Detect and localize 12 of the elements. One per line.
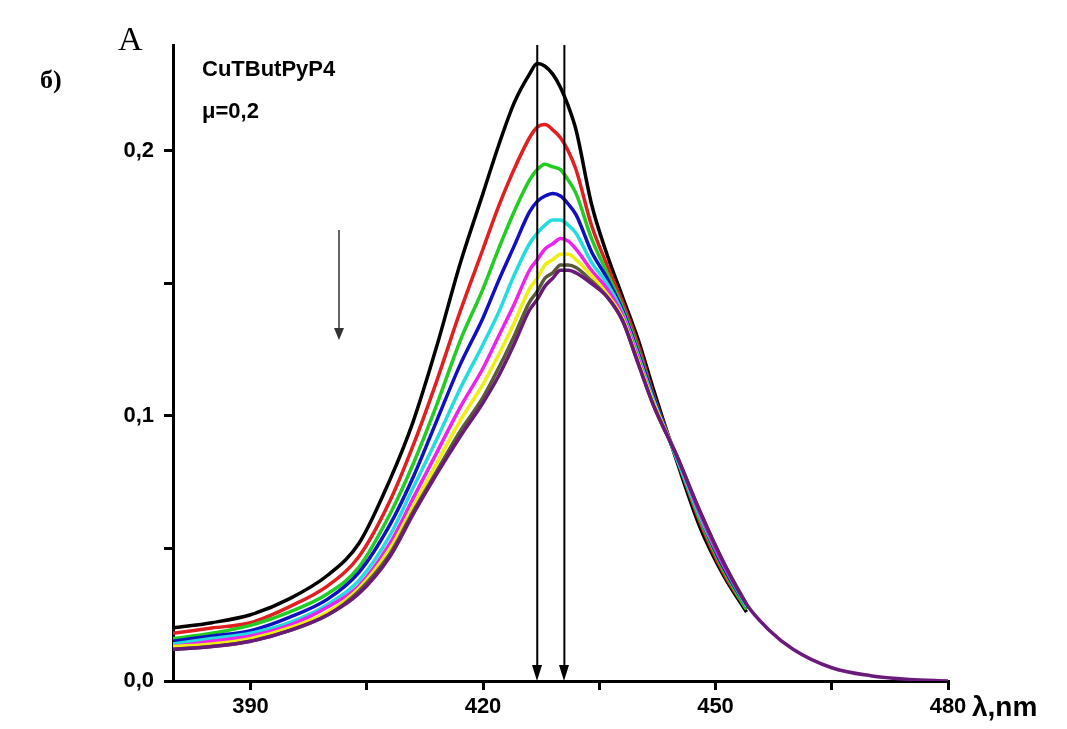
x-tick-label: 480 bbox=[929, 693, 967, 719]
y-tick-label: 0,2 bbox=[123, 137, 154, 163]
y-axis-title: A bbox=[118, 20, 143, 57]
x-axis-title: λ,nm bbox=[972, 691, 1038, 722]
x-tick-label: 390 bbox=[232, 693, 269, 719]
x-tick-label: 450 bbox=[697, 693, 734, 719]
x-tick-label: 420 bbox=[464, 693, 502, 719]
y-tick-label: 0,0 bbox=[123, 667, 154, 693]
y-tick-label: 0,1 bbox=[123, 402, 154, 428]
text: б) bbox=[40, 65, 62, 94]
annotation: μ=0,2 bbox=[202, 98, 259, 123]
annotation: CuTButPyP4 bbox=[202, 56, 336, 81]
